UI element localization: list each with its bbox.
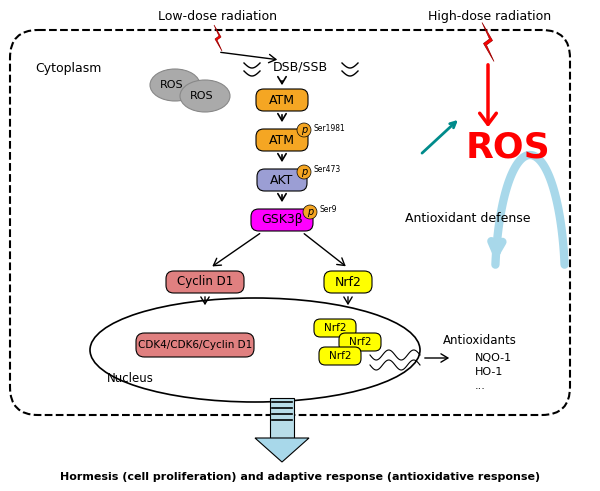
Circle shape (297, 165, 311, 179)
Text: p: p (307, 207, 313, 217)
FancyBboxPatch shape (166, 271, 244, 293)
Polygon shape (255, 438, 309, 462)
Text: Hormesis (cell proliferation) and adaptive response (antioxidative response): Hormesis (cell proliferation) and adapti… (60, 472, 540, 482)
Ellipse shape (90, 298, 420, 402)
Text: CDK4/CDK6/Cyclin D1: CDK4/CDK6/Cyclin D1 (138, 340, 252, 350)
Text: Low-dose radiation: Low-dose radiation (158, 9, 277, 23)
Circle shape (297, 123, 311, 137)
FancyBboxPatch shape (314, 319, 356, 337)
Polygon shape (214, 25, 222, 51)
Circle shape (303, 205, 317, 219)
Text: Nrf2: Nrf2 (349, 337, 371, 347)
Text: NQO-1: NQO-1 (475, 353, 512, 363)
FancyBboxPatch shape (270, 398, 294, 438)
Text: Ser9: Ser9 (319, 206, 337, 215)
Text: HO-1: HO-1 (475, 367, 503, 377)
Text: Nrf2: Nrf2 (329, 351, 351, 361)
Text: Antioxidant defense: Antioxidant defense (405, 212, 531, 224)
Text: Nrf2: Nrf2 (324, 323, 346, 333)
FancyBboxPatch shape (256, 129, 308, 151)
FancyBboxPatch shape (256, 89, 308, 111)
Text: ...: ... (475, 381, 486, 391)
Text: p: p (301, 167, 307, 177)
Text: Ser1981: Ser1981 (313, 124, 345, 133)
FancyBboxPatch shape (324, 271, 372, 293)
Ellipse shape (150, 69, 200, 101)
Text: AKT: AKT (271, 173, 293, 187)
FancyBboxPatch shape (136, 333, 254, 357)
Text: High-dose radiation: High-dose radiation (428, 9, 551, 23)
Text: ROS: ROS (190, 91, 214, 101)
FancyBboxPatch shape (339, 333, 381, 351)
Text: ROS: ROS (466, 131, 550, 165)
FancyBboxPatch shape (10, 30, 570, 415)
Text: ROS: ROS (160, 80, 184, 90)
Text: DSB/SSB: DSB/SSB (272, 60, 328, 74)
Text: ATM: ATM (269, 134, 295, 146)
Text: p: p (301, 125, 307, 135)
Text: Cyclin D1: Cyclin D1 (177, 275, 233, 289)
FancyBboxPatch shape (251, 209, 313, 231)
Text: Nrf2: Nrf2 (335, 275, 361, 289)
Text: GSK3β: GSK3β (261, 214, 303, 226)
Text: Ser473: Ser473 (313, 165, 340, 174)
Ellipse shape (180, 80, 230, 112)
Text: Nucleus: Nucleus (107, 372, 154, 384)
Polygon shape (482, 23, 494, 61)
FancyBboxPatch shape (257, 169, 307, 191)
FancyBboxPatch shape (319, 347, 361, 365)
Text: ATM: ATM (269, 93, 295, 107)
Text: Cytoplasm: Cytoplasm (35, 61, 101, 75)
Text: Antioxidants: Antioxidants (443, 333, 517, 347)
